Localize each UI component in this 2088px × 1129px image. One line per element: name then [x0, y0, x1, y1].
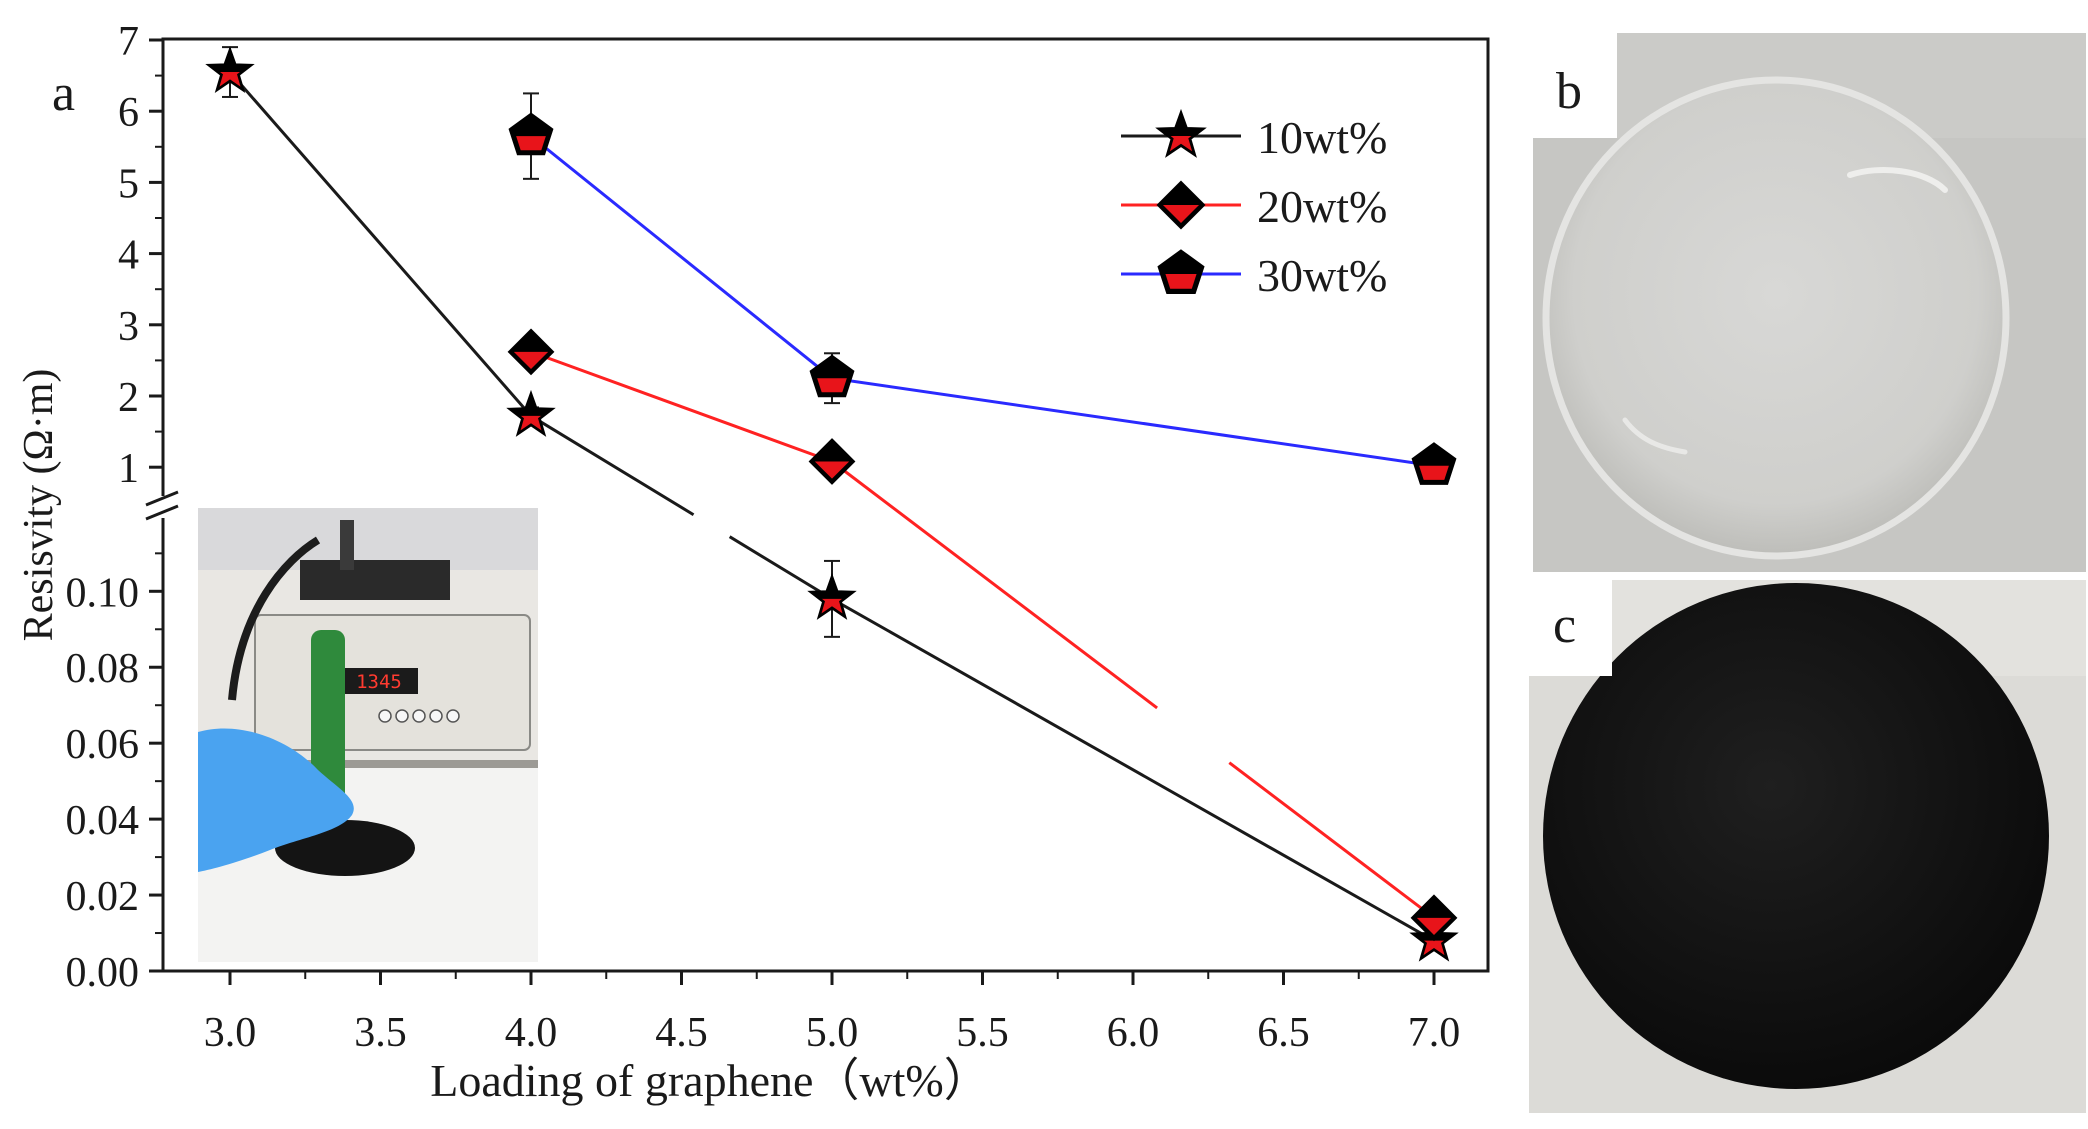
inset-stand-post	[340, 520, 354, 570]
data-point-pentagon	[508, 112, 554, 156]
series-line-segment	[530, 414, 695, 517]
legend-label: 20wt%	[1257, 181, 1387, 232]
data-point-star	[807, 572, 857, 620]
data-point-pentagon	[1411, 442, 1457, 485]
legend-marker-diamond	[1156, 180, 1206, 230]
y-upper-tick-label: 2	[118, 375, 139, 421]
y-upper-tick-label: 1	[118, 446, 139, 492]
data-point-star	[506, 389, 556, 437]
x-tick-label: 5.5	[956, 1010, 1009, 1056]
inset-stand-head	[300, 560, 450, 600]
data-point-diamond	[1410, 894, 1458, 942]
x-tick-label: 3.5	[354, 1010, 407, 1056]
legend-label: 10wt%	[1257, 112, 1387, 163]
y-upper-tick-label: 3	[118, 304, 139, 350]
panel-b-label-bg	[1533, 33, 1617, 138]
series-line-segment	[530, 134, 833, 380]
series-line-segment	[831, 376, 1435, 468]
x-tick-label: 4.5	[655, 1010, 708, 1056]
x-tick-label: 6.5	[1257, 1010, 1310, 1056]
legend: 10wt% 20wt% 30wt%	[1121, 108, 1387, 301]
inset-meter-display	[340, 668, 418, 694]
panel-label-c: c	[1553, 597, 1576, 654]
series-markers	[205, 46, 1459, 962]
y-lower-tick-label: 0.02	[66, 874, 140, 920]
y-upper-tick-label: 6	[118, 90, 139, 136]
transparent-film	[1542, 76, 2010, 560]
inset-meter-buttons	[378, 709, 460, 723]
x-tick-label: 4.0	[505, 1010, 558, 1056]
y-axis-break	[145, 490, 179, 521]
inset-blue-glove	[198, 728, 354, 872]
inset-probe-cable	[228, 536, 321, 701]
photo-panel-b: b	[1533, 33, 2086, 572]
legend-label: 30wt%	[1257, 250, 1387, 301]
x-axis-title: Loading of graphene（wt%）	[430, 1055, 990, 1106]
series-line-segment	[728, 535, 833, 601]
y-lower-tick-label: 0.08	[66, 646, 140, 692]
y-upper-tick-label: 4	[118, 233, 139, 279]
black-composite-disc	[1543, 583, 2049, 1089]
y-lower-tick-label: 0.04	[66, 798, 140, 844]
data-point-pentagon	[809, 354, 855, 398]
x-tick-label: 5.0	[806, 1010, 859, 1056]
y-upper-tick-label: 7	[118, 19, 139, 65]
legend-item: 10wt%	[1121, 108, 1387, 163]
data-point-diamond	[507, 328, 555, 376]
panel-label-a: a	[52, 65, 75, 122]
y-lower-tick-label: 0.00	[66, 950, 140, 996]
y-axis-title: Resisvity (Ω·m)	[16, 369, 62, 642]
series-line-segment	[530, 350, 833, 463]
x-tick-label: 7.0	[1408, 1010, 1461, 1056]
film-glare-2	[1622, 417, 1688, 455]
inset-meter-reading: 1345	[356, 671, 402, 693]
axis-ticks: 3.0 3.5 4.0 4.5 5.0 5.5 6.0 6.5 7.0 1 2 3 4 5 6 7 0.00 0.…	[66, 19, 1461, 1056]
series-line-segment	[831, 460, 1158, 710]
film-glare	[1847, 167, 1948, 193]
y-lower-tick-label: 0.10	[66, 570, 140, 616]
panel-c-label-bg	[1529, 580, 1612, 676]
legend-item: 30wt%	[1121, 249, 1387, 301]
series-line-segment	[1228, 761, 1435, 920]
inset-bench-edge	[198, 760, 538, 768]
series-line-segment	[228, 71, 533, 417]
panel-label-b: b	[1556, 63, 1582, 120]
inset-photo: 1345	[198, 508, 538, 962]
data-point-diamond	[808, 438, 856, 485]
x-tick-label: 3.0	[204, 1010, 257, 1056]
series-line-segment	[831, 597, 1435, 942]
legend-item: 20wt%	[1121, 180, 1387, 232]
legend-marker-pentagon	[1157, 249, 1205, 294]
data-point-star	[205, 46, 255, 93]
y-lower-tick-label: 0.06	[66, 722, 140, 768]
series-lines	[228, 71, 1435, 942]
y-upper-tick-label: 5	[118, 161, 139, 207]
inset-probe	[311, 630, 345, 805]
photo-panel-c: c	[1529, 580, 2086, 1113]
legend-marker-star	[1155, 108, 1207, 158]
inset-pegboard	[198, 508, 538, 570]
x-tick-label: 6.0	[1107, 1010, 1160, 1056]
